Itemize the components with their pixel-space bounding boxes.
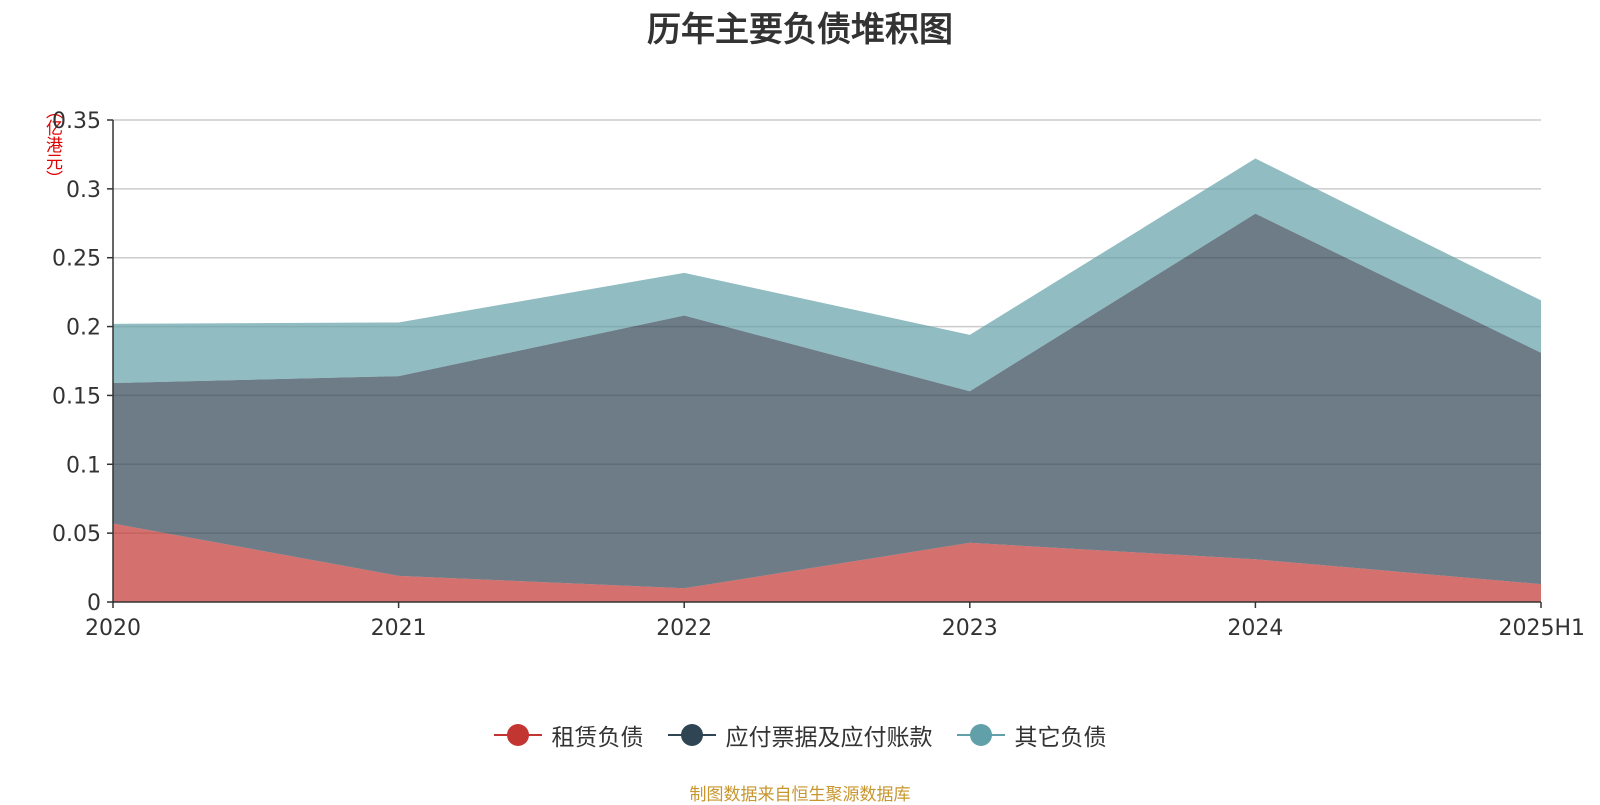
area-series-0 <box>113 523 1541 602</box>
x-tick-label: 2021 <box>371 616 427 641</box>
x-tick-label: 2025H1 <box>1498 616 1585 641</box>
y-tick-label: 0.2 <box>66 316 101 341</box>
y-tick-label: 0.25 <box>52 247 101 272</box>
legend-label: 应付票据及应付账款 <box>725 725 933 751</box>
y-tick-label: 0 <box>87 591 101 616</box>
y-tick-label: 0.05 <box>52 522 101 547</box>
legend-swatch-icon <box>667 723 716 747</box>
x-tick-label: 2024 <box>1227 616 1283 641</box>
x-tick-label: 2022 <box>656 616 712 641</box>
chart-legend: 租赁负债 应付票据及应付账款 其它负债 <box>0 718 1600 752</box>
legend-item-1[interactable]: 应付票据及应付账款 <box>667 718 933 752</box>
legend-label: 租赁负债 <box>551 725 644 751</box>
x-tick-label: 2020 <box>85 616 141 641</box>
axes: 0 0.05 0.1 0.15 0.2 0.25 0.3 0.35 2020 2021 2022 20… <box>52 109 1585 641</box>
y-tick-label: 0.3 <box>66 178 101 203</box>
area-series-1 <box>113 213 1541 589</box>
area-series <box>113 158 1541 602</box>
legend-swatch-icon <box>493 723 542 747</box>
source-note: 制图数据来自恒生聚源数据库 <box>689 785 911 805</box>
area-series-2 <box>113 158 1541 392</box>
y-axis-unit-label: （亿港元） <box>42 102 62 187</box>
legend-item-0[interactable]: 租赁负债 <box>493 718 644 752</box>
legend-label: 其它负债 <box>1014 725 1107 751</box>
legend-swatch-icon <box>956 723 1005 747</box>
y-tick-label: 0.15 <box>52 384 101 409</box>
chart-title: 历年主要负债堆积图 <box>647 10 953 50</box>
x-tick-label: 2023 <box>942 616 998 641</box>
y-tick-label: 0.35 <box>52 109 101 134</box>
legend-item-2[interactable]: 其它负债 <box>956 718 1107 752</box>
y-tick-label: 0.1 <box>66 453 101 478</box>
